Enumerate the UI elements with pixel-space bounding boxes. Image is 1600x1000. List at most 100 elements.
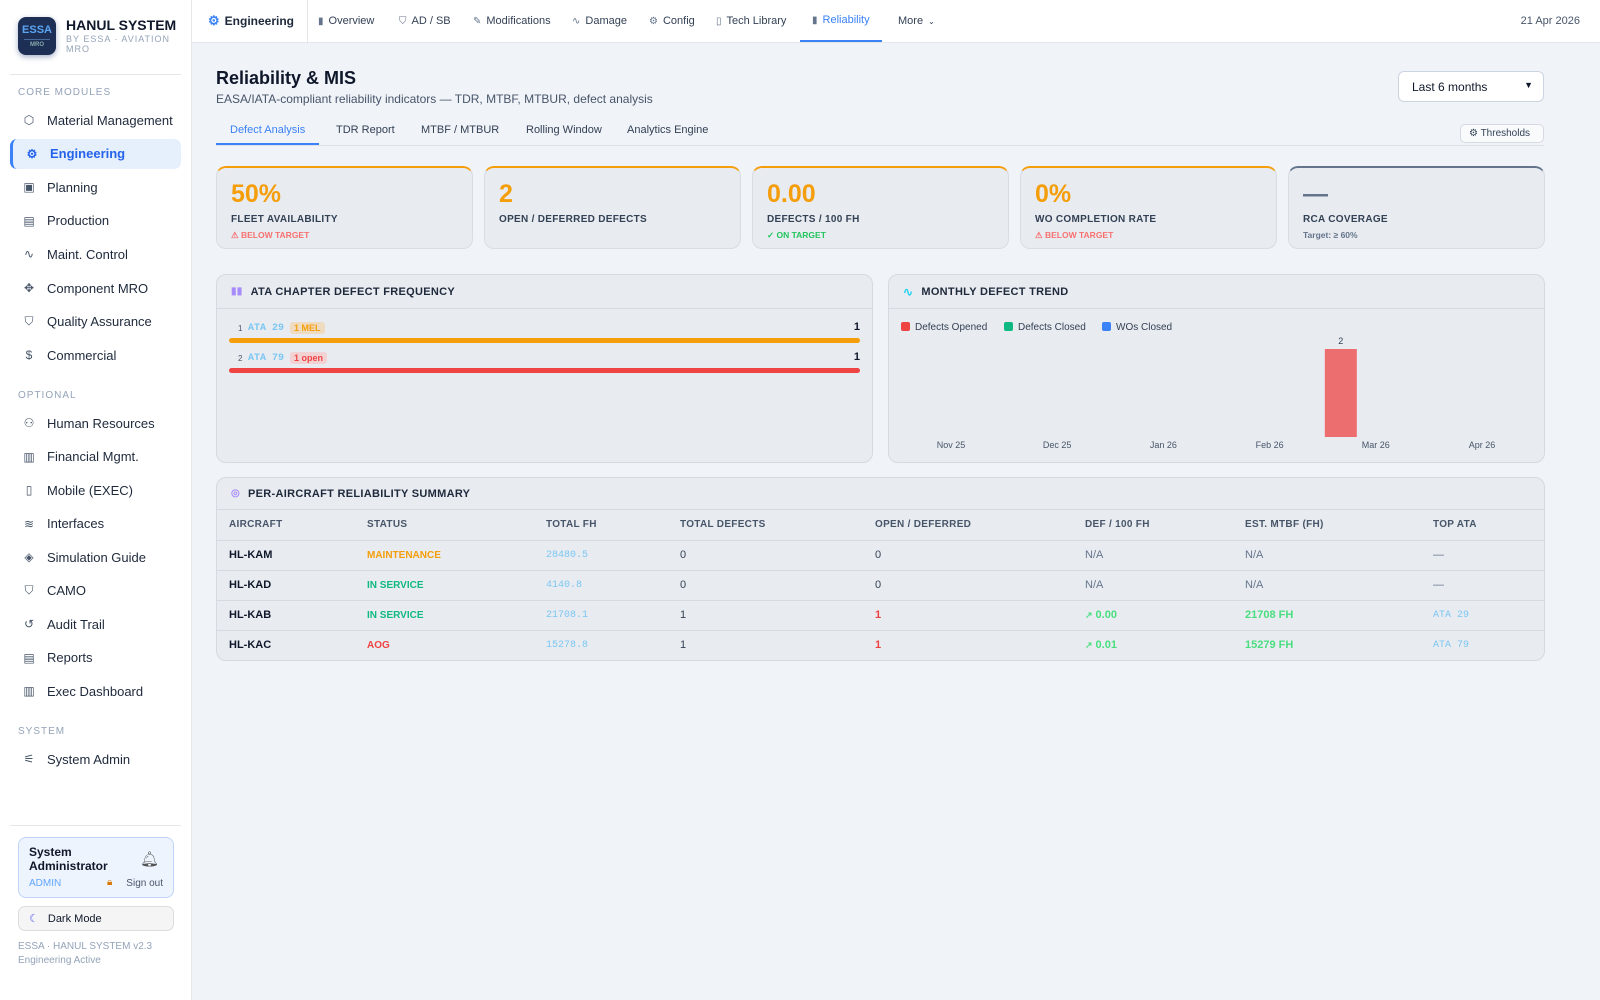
ata-chapter: ATA 29 [248, 323, 285, 334]
open-deferred-cell: 1 [863, 630, 1073, 660]
status-badge-cell: IN SERVICE [355, 600, 534, 631]
aircraft-id-cell: HL-KAC [217, 630, 355, 660]
tabs-divider [216, 145, 1544, 146]
top-ata: — [1433, 579, 1444, 591]
sign-out-button[interactable]: Sign out [126, 878, 163, 889]
total-defects: 0 [680, 579, 687, 591]
page-subtitle: EASA/IATA-compliant reliability indicato… [216, 92, 653, 106]
top-ata-cell: ATA 29 [1421, 600, 1544, 631]
open-deferred-cell: 0 [863, 570, 1073, 601]
divider [10, 74, 181, 75]
sidebar-item-material-management[interactable]: ⬡ Material Management [10, 105, 181, 135]
module-icon: ∿ [23, 247, 35, 262]
open-deferred: 1 [875, 609, 882, 621]
section-optional: OPTIONAL [18, 390, 77, 401]
logo: ESSA MRO [18, 17, 56, 55]
defect-trend-chart: Defects Opened Defects Closed WOs Closed No… [901, 322, 1495, 450]
sidebar-item-label: Exec Dashboard [47, 683, 144, 699]
ata-row[interactable]: 1 ATA 29 1 MEL 1 [229, 321, 860, 347]
sidebar-item-reports[interactable]: ▤ Reports [10, 643, 181, 673]
table-row[interactable]: HL-KAM MAINTENANCE 28480.5 0 0 N/A N/A — [217, 540, 1544, 571]
column-header[interactable]: OPEN / DEFERRED [863, 510, 1073, 541]
x-tick-label: Feb 26 [1256, 440, 1284, 450]
ata-rank: 2 [238, 354, 243, 363]
column-header[interactable]: EST. MTBF (FH) [1233, 510, 1421, 541]
user-role: ADMIN [29, 878, 62, 889]
kpi-status: ⚠ BELOW TARGET [231, 230, 310, 240]
column-header[interactable]: TOP ATA [1421, 510, 1544, 541]
module-icon: ▥ [23, 684, 35, 698]
tab-reliability[interactable]: ▮ Reliability [800, 0, 882, 42]
kpi-value: 50% [231, 180, 282, 208]
sidebar-item-quality-assurance[interactable]: ⛉ Quality Assurance [10, 307, 181, 337]
thresholds-button[interactable]: ⚙ Thresholds [1460, 124, 1544, 143]
panel-title: MONTHLY DEFECT TREND [921, 285, 1069, 298]
tab-more[interactable]: More ⌄ [898, 0, 935, 42]
sidebar-item-label: CAMO [47, 583, 86, 598]
column-header[interactable]: TOTAL DEFECTS [668, 510, 863, 541]
sidebar-item-simulation-guide[interactable]: ◈ Simulation Guide [10, 542, 181, 572]
module-icon: ⚇ [23, 416, 35, 430]
tab-analytics-engine[interactable]: Analytics Engine [627, 124, 709, 136]
tab-label: Config [662, 15, 695, 27]
column-header[interactable]: DEF / 100 FH [1073, 510, 1233, 541]
chevron-down-icon: ⌄ [928, 16, 935, 26]
sidebar-item-production[interactable]: ▤ Production [10, 206, 181, 236]
sidebar-item-system-admin[interactable]: ⚟ System Admin [10, 744, 181, 774]
table-row[interactable]: HL-KAB IN SERVICE 21708.1 1 1 ↗ 0.00 21708 FH AT… [217, 600, 1544, 631]
module-icon: ⚟ [23, 752, 35, 766]
tab-overview[interactable]: ▮ Overview [318, 0, 374, 42]
sidebar-item-audit-trail[interactable]: ↺ Audit Trail [10, 609, 181, 639]
total-fh-cell: 4140.8 [534, 570, 668, 601]
defect-rate: 0.00 [1095, 609, 1117, 621]
tab-damage[interactable]: ∿ Damage [572, 0, 627, 42]
dark-mode-toggle[interactable]: ☾ Dark Mode [18, 906, 174, 931]
total-fh-cell: 15278.8 [534, 630, 668, 660]
current-date: 21 Apr 2026 [1520, 15, 1580, 27]
sidebar-item-planning[interactable]: ▣ Planning [10, 172, 181, 202]
table-row[interactable]: HL-KAC AOG 15278.8 1 1 ↗ 0.01 15279 FH ATA 79 [217, 630, 1544, 660]
tab-config[interactable]: ⚙ Config [649, 0, 695, 42]
table-row[interactable]: HL-KAD IN SERVICE 4140.8 0 0 N/A N/A — [217, 570, 1544, 601]
sidebar-item-label: Production [47, 213, 110, 229]
page-title: Reliability & MIS [216, 68, 357, 88]
sidebar-item-human-resources[interactable]: ⚇ Human Resources [10, 408, 181, 438]
sidebar-item-maint-control[interactable]: ∿ Maint. Control [10, 239, 181, 269]
panel-title: ATA CHAPTER DEFECT FREQUENCY [250, 285, 455, 298]
tab-ad-sb[interactable]: ⛉ AD / SB [399, 0, 451, 42]
sidebar-item-label: Simulation Guide [47, 549, 146, 565]
column-header[interactable]: STATUS [355, 510, 534, 541]
x-tick-label: Dec 25 [1043, 440, 1072, 450]
tab-icon: ▮ [812, 14, 818, 26]
sidebar-item-engineering[interactable]: ⚙ Engineering [10, 138, 181, 169]
module-breadcrumb[interactable]: ⚙ Engineering [208, 0, 294, 42]
period-select[interactable]: Last 6 months ▼ [1398, 71, 1544, 102]
status-badge-cell: IN SERVICE [355, 570, 534, 601]
column-header[interactable]: AIRCRAFT [217, 510, 355, 541]
sidebar-item-camo[interactable]: ⛉ CAMO [10, 576, 181, 606]
bell-icon[interactable]: 🔔︎ [139, 851, 159, 868]
sidebar-item-exec-dashboard[interactable]: ▥ Exec Dashboard [10, 676, 181, 706]
tab-tech-library[interactable]: ▯ Tech Library [716, 0, 786, 42]
sidebar-item-component-mro[interactable]: ✥ Component MRO [10, 273, 181, 303]
sidebar-item-interfaces[interactable]: ≋ Interfaces [10, 509, 181, 539]
tab-label: Damage [585, 15, 627, 27]
sidebar-item-label: Material Management [47, 112, 173, 128]
aircraft-id: HL-KAC [229, 639, 272, 652]
sidebar-item-financial-mgmt[interactable]: ▥ Financial Mgmt. [10, 442, 181, 472]
column-header[interactable]: TOTAL FH [534, 510, 668, 541]
tab-defect-analysis[interactable]: Defect Analysis [216, 124, 320, 145]
open-deferred: 1 [875, 639, 882, 652]
kpi-status: ⚠ BELOW TARGET [1035, 230, 1114, 240]
est-mtbf: N/A [1245, 579, 1264, 591]
legend-label: Defects Opened [915, 322, 987, 333]
tab-mtbf-mtbur[interactable]: MTBF / MTBUR [421, 124, 500, 136]
sidebar-item-commercial[interactable]: $ Commercial [10, 340, 181, 370]
divider [10, 825, 181, 826]
tab-modifications[interactable]: ✎ Modifications [473, 0, 551, 42]
sidebar-item-mobile-exec[interactable]: ▯ Mobile (EXEC) [10, 475, 181, 505]
module-icon: ◈ [24, 550, 34, 564]
tab-rolling-window[interactable]: Rolling Window [526, 124, 602, 136]
tab-tdr-report[interactable]: TDR Report [336, 124, 395, 136]
ata-row[interactable]: 2 ATA 79 1 open 1 [229, 351, 860, 377]
